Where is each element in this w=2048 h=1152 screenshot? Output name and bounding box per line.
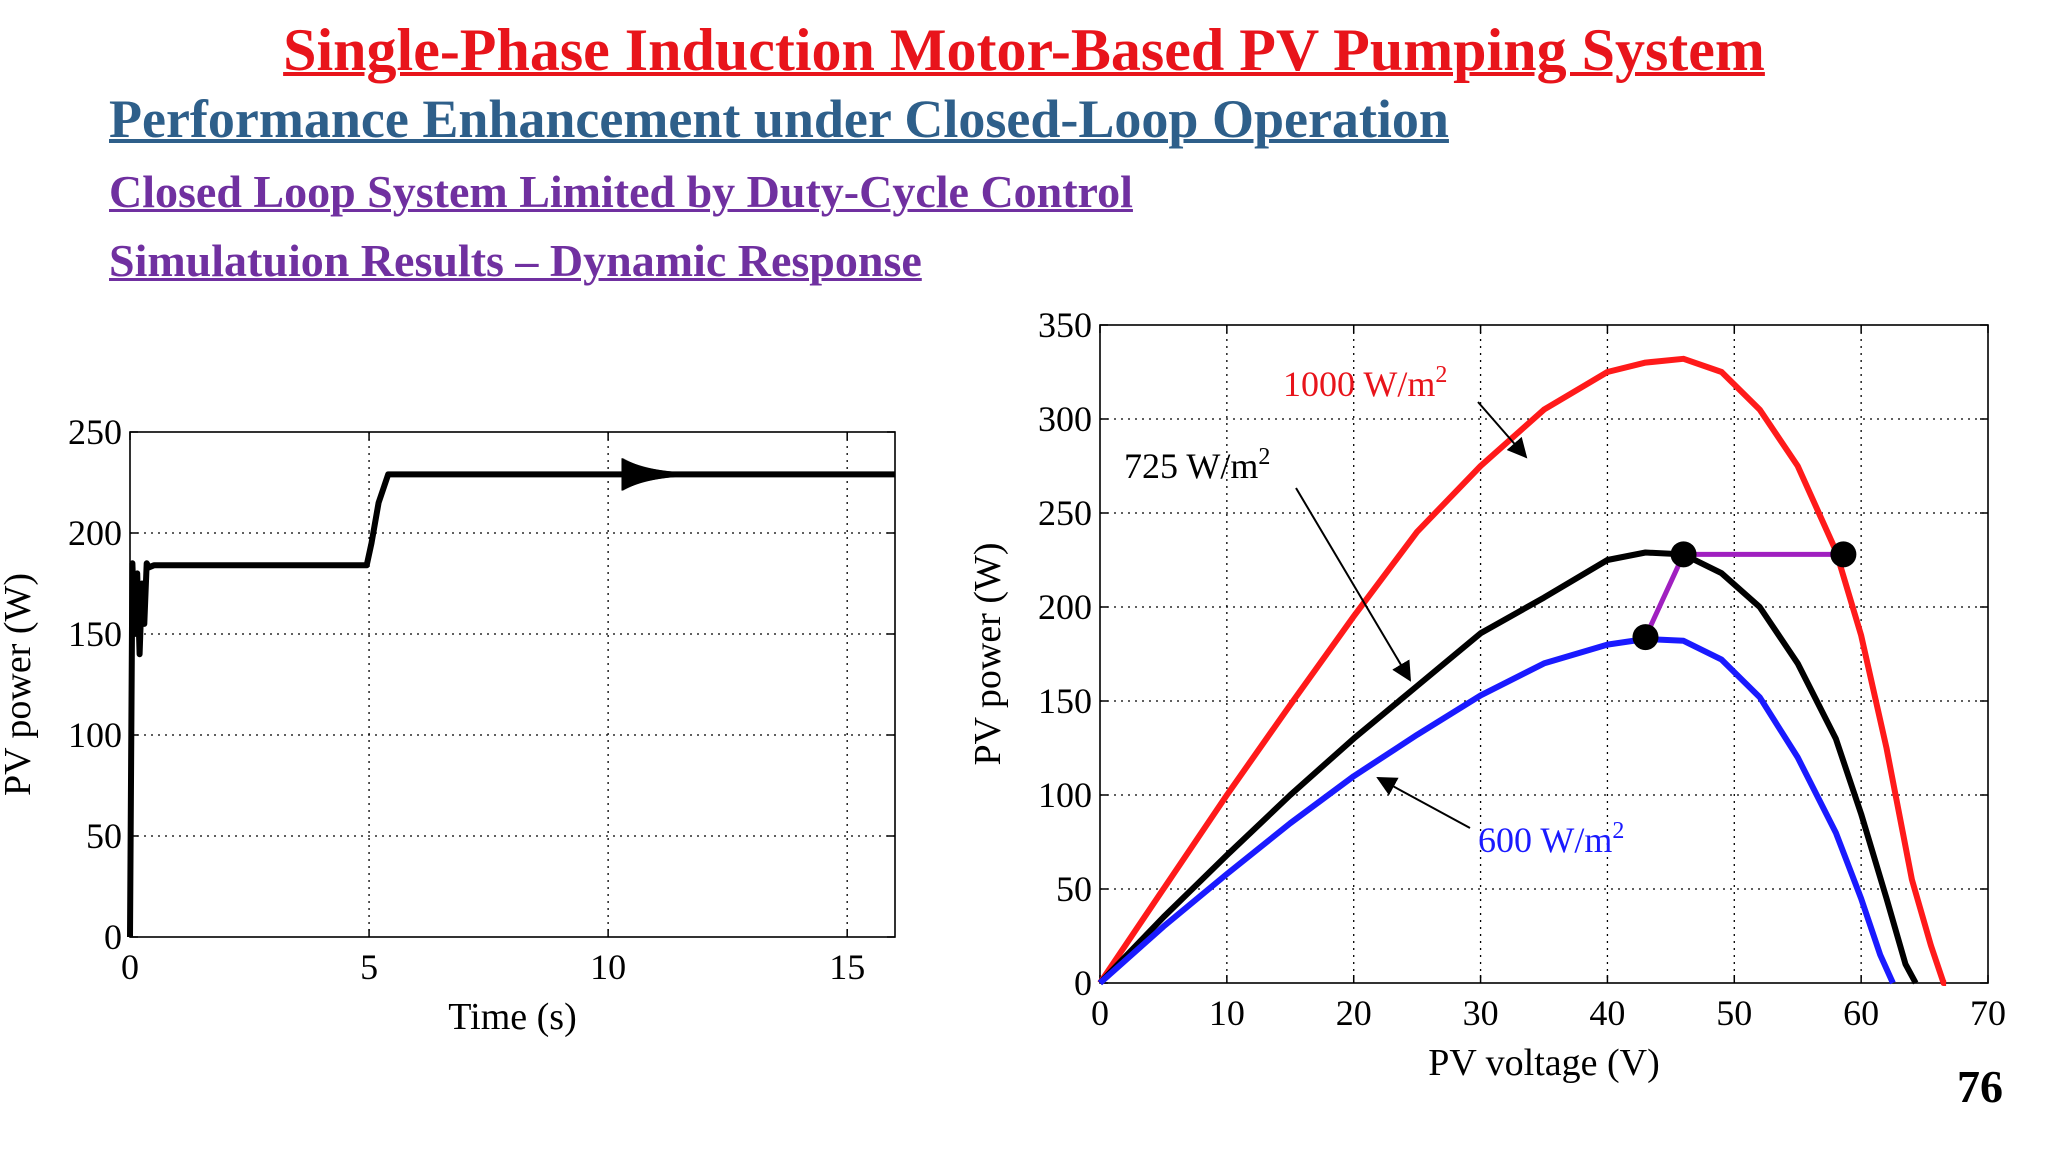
pv-power-voltage-chart: 0 10 20 30 40 50 60 70 0 50 100 150 200 250 300 350 PV v… (967, 305, 2006, 1084)
x-tick-label: 0 (121, 947, 139, 987)
y-axis-label: PV power (W) (967, 542, 1009, 765)
page-number: 76 (1957, 1061, 2003, 1112)
y-tick-label: 100 (68, 715, 122, 755)
x-tick-label: 60 (1843, 993, 1879, 1033)
annotation-arrow (1295, 487, 1412, 682)
y-tick-label: 0 (1074, 963, 1092, 1003)
x-tick-label: 10 (1209, 993, 1245, 1033)
y-tick-label: 100 (1038, 775, 1092, 815)
x-axis-label: PV voltage (V) (1428, 1042, 1660, 1084)
y-tick-label: 300 (1038, 399, 1092, 439)
subsection-heading: Simulatuion Results – Dynamic Response (109, 235, 922, 286)
x-tick-label: 70 (1970, 993, 2006, 1033)
y-tick-label: 250 (1038, 493, 1092, 533)
y-tick-label: 50 (86, 816, 122, 856)
y-tick-label: 250 (68, 412, 122, 452)
x-tick-label: 5 (360, 947, 378, 987)
annotation-arrow (1376, 777, 1471, 829)
operating-point (1670, 541, 1697, 568)
y-tick-label: 350 (1038, 305, 1092, 345)
y-tick-label: 0 (104, 917, 122, 957)
y-axis-label: PV power (W) (0, 573, 39, 796)
annotation-arrow (1477, 401, 1528, 459)
y-tick-label: 50 (1056, 869, 1092, 909)
x-tick-label: 30 (1463, 993, 1499, 1033)
curve-600 (1098, 636, 1896, 986)
plot-frame (129, 431, 896, 938)
x-tick-label: 0 (1091, 993, 1109, 1033)
curve-1000 (1097, 355, 1947, 986)
curve-annotation: 1000 W/m2 (1283, 362, 1447, 404)
y-tick-label: 150 (68, 614, 122, 654)
curve-annotation: 725 W/m2 (1124, 444, 1270, 486)
y-tick-label: 150 (1038, 681, 1092, 721)
x-tick-label: 50 (1716, 993, 1752, 1033)
x-tick-label: 15 (829, 947, 865, 987)
plot-frame (1099, 324, 1989, 984)
x-tick-label: 20 (1336, 993, 1372, 1033)
y-tick-label: 200 (68, 513, 122, 553)
operating-point (1830, 541, 1857, 568)
operating-point (1632, 624, 1659, 651)
x-tick-label: 10 (590, 947, 626, 987)
oscillation-band (621, 458, 738, 491)
curve-annotation: 600 W/m2 (1478, 818, 1624, 860)
pv-power-trace (127, 471, 895, 938)
slide-title: Single-Phase Induction Motor-Based PV Pu… (283, 17, 1765, 83)
y-tick-label: 200 (1038, 587, 1092, 627)
x-tick-label: 40 (1589, 993, 1625, 1033)
curve-725 (1097, 549, 1919, 986)
slide-subtitle: Performance Enhancement under Closed-Loo… (109, 89, 1449, 149)
x-axis-label: Time (s) (448, 996, 576, 1038)
section-heading: Closed Loop System Limited by Duty-Cycle… (109, 166, 1133, 217)
